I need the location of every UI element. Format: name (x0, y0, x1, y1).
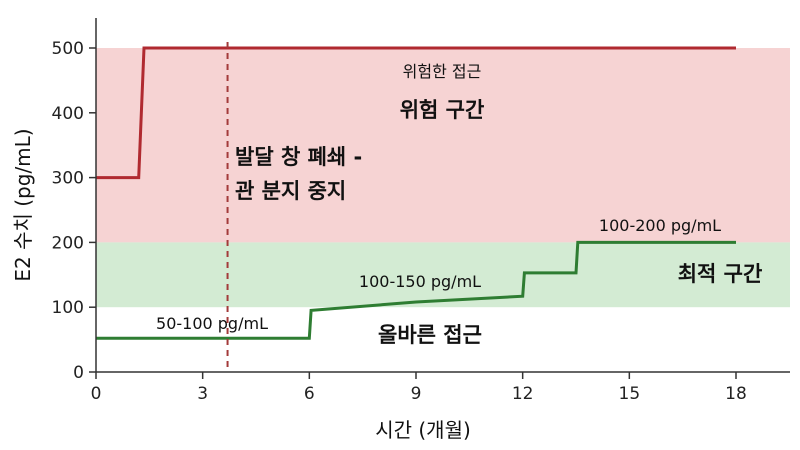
y-tick-label: 400 (52, 104, 84, 124)
x-tick-label: 6 (304, 384, 315, 404)
y-tick-label: 0 (73, 363, 84, 383)
x-axis-title: 시간 (개월) (375, 418, 471, 442)
x-tick-label: 12 (512, 384, 534, 404)
annotation-correct-approach: 올바른 접근 (378, 323, 482, 347)
axes (95, 18, 790, 373)
y-axis-title: E2 수치 (pg/mL) (11, 128, 35, 281)
annotation-danger-approach: 위험한 접근 (403, 62, 482, 81)
x-tick-label: 15 (619, 384, 641, 404)
annotation-optimal-zone: 최적 구간 (678, 262, 763, 286)
annotation-window-line2: 관 분지 중지 (235, 179, 346, 203)
zone-bands (96, 48, 790, 308)
y-tick-label: 100 (52, 298, 84, 318)
zone-band-1 (96, 242, 790, 308)
y-tick-label: 200 (52, 233, 84, 253)
annotation-window-line1: 발달 창 폐쇄 - (235, 145, 362, 169)
x-tick-label: 0 (91, 384, 102, 404)
annotation-range-mid: 100-150 pg/mL (359, 272, 481, 291)
series-lines (96, 46, 736, 340)
correct-approach-line (96, 240, 736, 340)
annotation-danger-zone: 위험 구간 (400, 98, 485, 122)
zone-band-0 (96, 48, 790, 243)
axis-ticks: 0 100 200 300 400 500 0 3 6 9 12 15 18 (52, 39, 747, 404)
annotation-range-low: 50-100 pg/mL (156, 314, 268, 333)
annotation-range-high: 100-200 pg/mL (599, 216, 721, 235)
y-tick-label: 300 (52, 169, 84, 189)
x-tick-label: 3 (197, 384, 208, 404)
danger-approach-line (96, 46, 736, 180)
x-tick-label: 9 (411, 384, 422, 404)
x-tick-label: 18 (725, 384, 747, 404)
y-tick-label: 500 (52, 39, 84, 59)
